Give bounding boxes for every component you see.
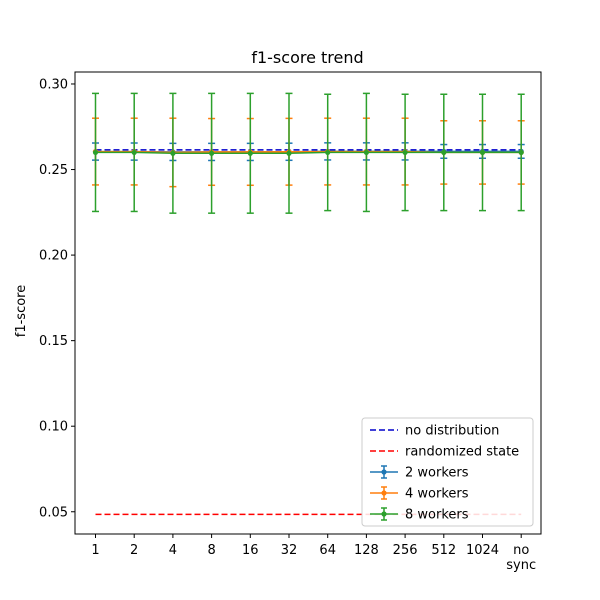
x-tick-label: no sync <box>506 543 536 573</box>
legend-label: 2 workers <box>405 466 469 481</box>
data-point <box>441 149 447 156</box>
legend-marker <box>381 469 387 475</box>
y-tick-label: 0.15 <box>39 334 68 349</box>
data-point <box>518 149 524 156</box>
series <box>92 92 525 214</box>
legend-label: 4 workers <box>405 487 469 502</box>
x-tick-label: 8 <box>207 543 215 558</box>
x-tick-label: 64 <box>319 543 336 558</box>
legend-label: 8 workers <box>405 508 469 523</box>
x-tick-label: 1024 <box>466 543 499 558</box>
x-tick-label: 32 <box>281 543 298 558</box>
y-tick-label: 0.30 <box>39 77 68 92</box>
data-point <box>247 150 253 156</box>
data-point <box>363 149 369 156</box>
x-tick-label: 4 <box>169 543 177 558</box>
data-point <box>92 149 99 156</box>
data-point <box>286 150 292 156</box>
y-tick-label: 0.10 <box>39 420 68 435</box>
x-tick-label: 512 <box>431 543 456 558</box>
y-tick-label: 0.05 <box>39 505 68 520</box>
chart-title: f1-score trend <box>251 48 363 67</box>
axes: 0.05 0.10 0.15 0.20 0.25 0.30 1 2 4 8 16 32 64 128 256… <box>39 77 536 573</box>
x-tick-label: 128 <box>354 543 379 558</box>
legend-marker <box>381 511 387 517</box>
plot-area <box>92 92 525 516</box>
data-point <box>209 150 215 156</box>
y-tick-label: 0.20 <box>39 249 68 264</box>
x-tick-label: 16 <box>242 543 259 558</box>
legend: no distribution randomized state 2 workers… <box>361 417 534 527</box>
legend-marker <box>381 490 387 496</box>
series-line <box>95 151 522 155</box>
data-point <box>325 149 331 156</box>
x-tick-label: 1 <box>91 543 99 558</box>
legend-label: randomized state <box>405 445 519 460</box>
data-point <box>402 149 408 156</box>
data-point <box>479 149 486 156</box>
y-tick-label: 0.25 <box>39 163 68 178</box>
data-point <box>131 149 137 156</box>
x-tick-label: 2 <box>130 543 138 558</box>
data-point <box>170 150 176 156</box>
legend-label: no distribution <box>405 424 499 439</box>
plot-frame <box>74 71 542 535</box>
x-tick-label: 256 <box>393 543 418 558</box>
y-axis-label: f1-score <box>14 285 29 337</box>
legend-frame <box>361 417 534 527</box>
